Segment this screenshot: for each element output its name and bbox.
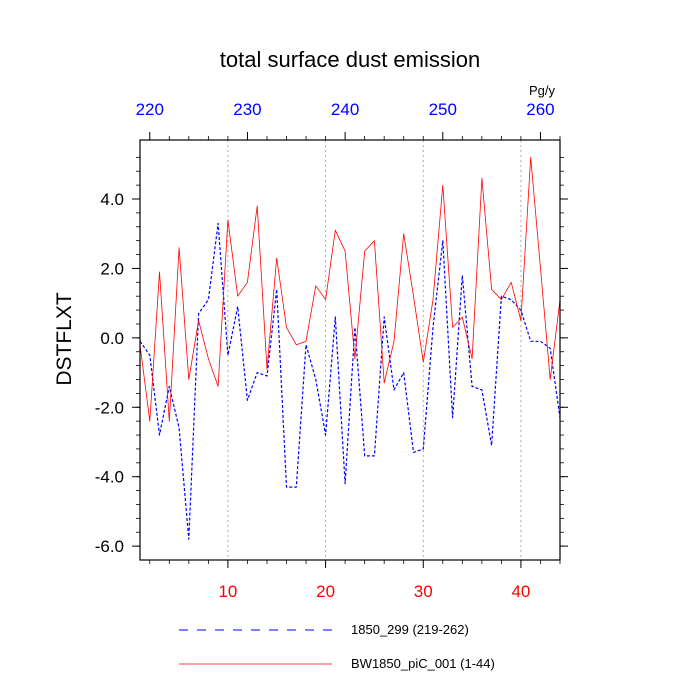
- x-top-tick-label: 240: [331, 100, 359, 119]
- y-tick-label: -4.0: [95, 468, 124, 487]
- legend-label-1850-299: 1850_299 (219-262): [351, 622, 469, 637]
- gridlines: [227, 140, 522, 560]
- chart-title: total surface dust emission: [220, 47, 480, 72]
- x-bottom-tick-label: 20: [316, 582, 335, 601]
- y-tick-label: -2.0: [95, 398, 124, 417]
- y-axis-label: DSTFLXT: [53, 292, 76, 386]
- x-bottom-tick-label: 10: [218, 582, 237, 601]
- x-top-tick-label: 260: [526, 100, 554, 119]
- y-tick-label: 0.0: [100, 329, 124, 348]
- tick-marks: [132, 132, 568, 568]
- plot-frame: [139, 139, 561, 561]
- legend-label-bw1850: BW1850_piC_001 (1-44): [351, 656, 495, 671]
- series-group: [139, 156, 561, 540]
- y-tick-label: -6.0: [95, 537, 124, 556]
- series-line-bw1850-pic-001: [139, 156, 561, 422]
- units-label: Pg/y: [529, 83, 556, 98]
- legend: 1850_299 (219-262) BW1850_piC_001 (1-44): [179, 622, 495, 671]
- x-bottom-tick-label: 30: [414, 582, 433, 601]
- x-bottom-tick-label: 40: [511, 582, 530, 601]
- y-tick-label: 2.0: [100, 259, 124, 278]
- series-line-1850-299: [139, 222, 561, 540]
- x-top-tick-label: 250: [429, 100, 457, 119]
- x-top-tick-label: 230: [233, 100, 261, 119]
- tick-labels: 4.0 2.0 0.0 -2.0 -4.0 -6.0 10 20 30 40 220 230 240 25…: [95, 100, 555, 601]
- x-top-tick-label: 220: [136, 100, 164, 119]
- y-tick-label: 4.0: [100, 190, 124, 209]
